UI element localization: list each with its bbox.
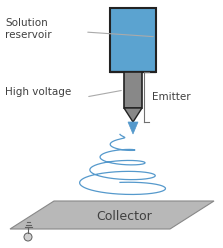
Circle shape bbox=[24, 233, 32, 241]
Text: Emitter: Emitter bbox=[152, 92, 191, 102]
Polygon shape bbox=[128, 122, 138, 134]
Polygon shape bbox=[124, 108, 142, 122]
Bar bbox=[124, 72, 142, 108]
Text: Solution
reservoir: Solution reservoir bbox=[5, 18, 52, 40]
Polygon shape bbox=[10, 201, 214, 229]
Text: High voltage: High voltage bbox=[5, 87, 71, 97]
Text: Collector: Collector bbox=[96, 211, 152, 223]
Bar bbox=[110, 8, 156, 72]
